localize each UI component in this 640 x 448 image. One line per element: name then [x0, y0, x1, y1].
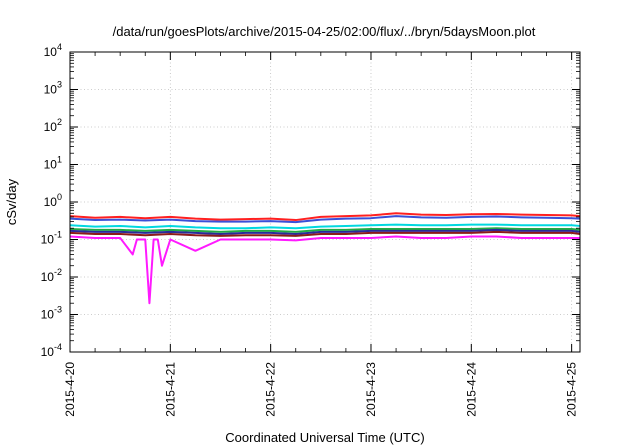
x-tick-label: 2015-4-20	[63, 362, 77, 417]
plot-frame	[69, 51, 581, 353]
y-tick-label: 10-1	[41, 230, 62, 247]
series-line	[69, 228, 581, 236]
x-ticks: 2015-4-20 2015-4-21 2015-4-22 2015-4-23 2015…	[63, 52, 579, 417]
y-tick-label: 10-3	[41, 305, 62, 322]
series-line	[69, 223, 581, 230]
y-axis-label: cSv/day	[4, 178, 19, 225]
y-ticks: 10-4 10-3 10-2 10-1 100 101 102 103 104	[41, 42, 580, 359]
x-tick-label: 2015-4-24	[464, 362, 478, 417]
x-tick-label: 2015-4-23	[364, 362, 378, 417]
y-tick-label: 102	[44, 117, 62, 134]
chart-title: /data/run/goesPlots/archive/2015-04-25/0…	[113, 24, 536, 39]
y-tick-label: 100	[44, 192, 62, 209]
series-line	[69, 212, 581, 222]
series-line	[69, 215, 581, 224]
x-tick-label: 2015-4-22	[264, 362, 278, 417]
grid	[70, 52, 580, 352]
x-tick-label: 2015-4-25	[565, 362, 579, 417]
x-tick-label: 2015-4-21	[163, 362, 177, 417]
series-lines	[69, 212, 581, 305]
series-line	[69, 227, 581, 233]
y-tick-label: 103	[44, 80, 62, 97]
series-line	[69, 235, 580, 305]
y-tick-label: 10-2	[41, 267, 62, 284]
x-axis-label: Coordinated Universal Time (UTC)	[225, 430, 424, 445]
y-tick-label: 10-4	[41, 342, 62, 359]
series-line	[69, 230, 581, 237]
y-tick-label: 104	[44, 42, 62, 59]
y-tick-label: 101	[44, 155, 62, 172]
